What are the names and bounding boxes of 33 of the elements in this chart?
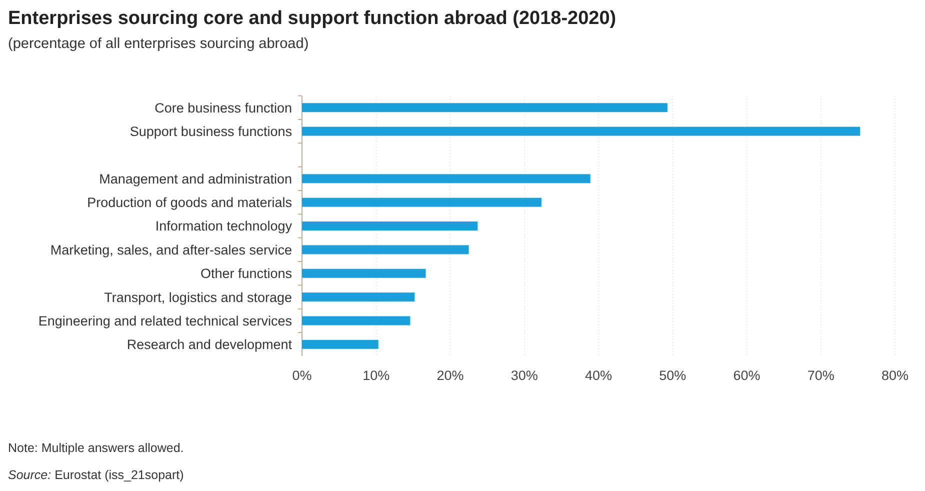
bar (302, 316, 410, 326)
y-tick-label: Production of goods and materials (87, 195, 292, 210)
x-tick-label: 10% (362, 368, 390, 383)
bar (302, 340, 378, 349)
y-tick-label: Management and administration (99, 171, 292, 186)
bar (302, 245, 469, 254)
x-tick-label: 50% (659, 368, 686, 383)
y-tick-label: Core business function (154, 100, 292, 116)
text: (percentage of all enterprises sourcing abroad) (8, 36, 309, 52)
y-tick-label: Research and development (126, 337, 292, 352)
x-tick-label: 30% (510, 368, 538, 383)
bar (302, 126, 860, 136)
x-tick-label: 20% (436, 368, 464, 383)
x-tick-label: 70% (807, 368, 834, 383)
y-tick-label: Engineering and related technical services (38, 313, 292, 328)
bar (302, 292, 415, 302)
y-tick-label: Information technology (155, 218, 292, 234)
bar (302, 198, 542, 207)
x-tick-label: 0% (292, 368, 312, 383)
bar (302, 174, 590, 184)
y-tick-label: Support business functions (130, 124, 292, 140)
x-tick-label: 60% (733, 368, 760, 383)
text: Note: Multiple answers allowed. (8, 441, 184, 455)
bar (302, 103, 668, 112)
y-tick-label: Transport, logistics and storage (104, 290, 292, 305)
y-tick-label: Other functions (200, 266, 292, 282)
bar (302, 222, 478, 230)
chart-title: Enterprises sourcing core and support function abroad (2018-2020) (8, 8, 616, 29)
bar (302, 268, 426, 278)
source-note: Source: Eurostat (iss_21sopart) (8, 468, 184, 482)
x-tick-label: 80% (881, 368, 909, 383)
y-tick-label: Marketing, sales, and after-sales service (50, 242, 292, 258)
x-tick-label: 40% (584, 368, 612, 383)
